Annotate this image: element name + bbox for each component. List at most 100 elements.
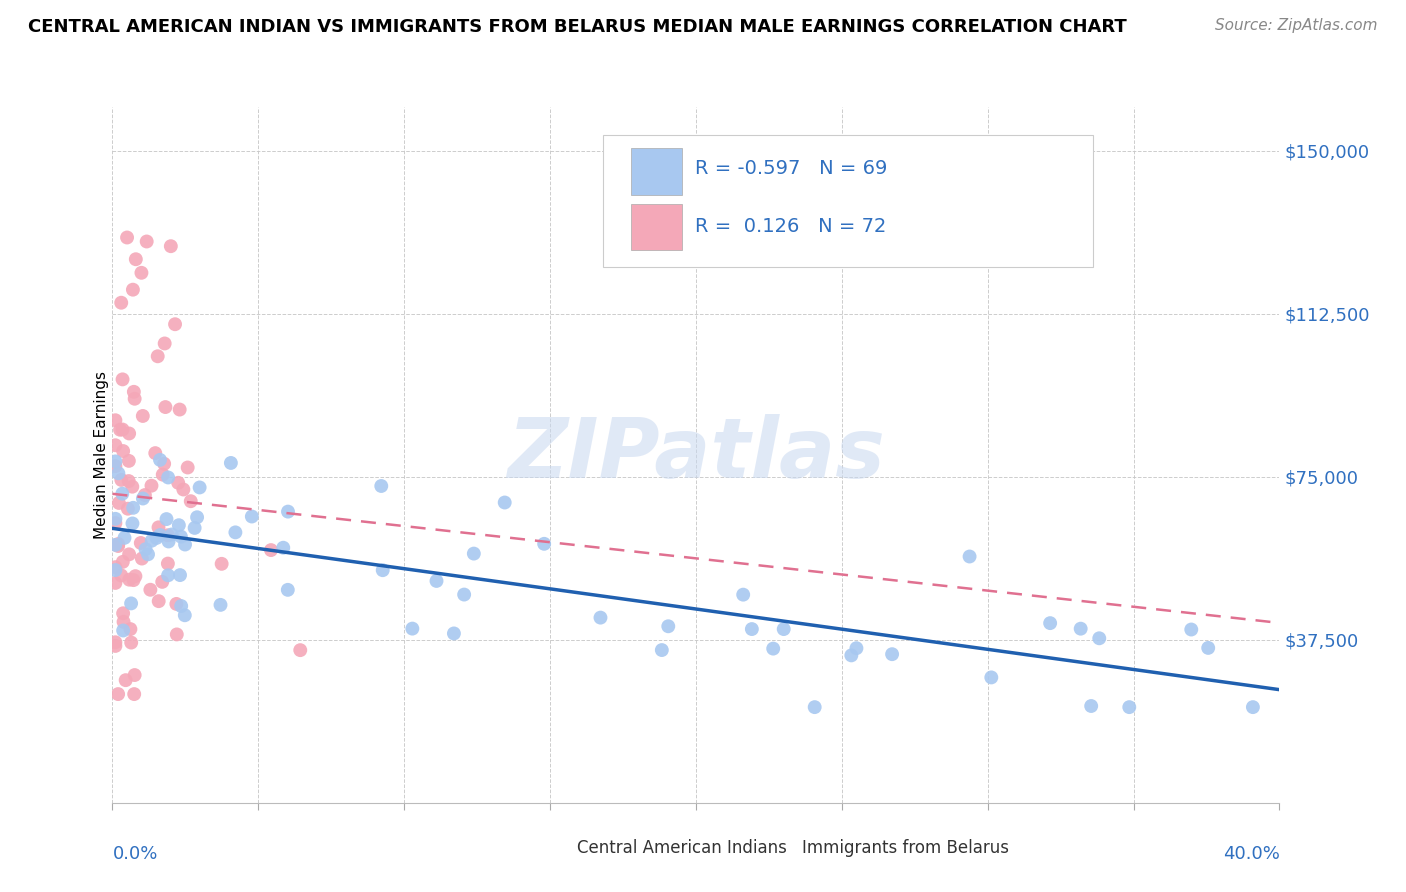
Point	[121, 516, 143, 531]
Text: 0.0%: 0.0%	[112, 845, 157, 863]
Point	[160, 239, 183, 253]
Point	[131, 266, 153, 280]
Point	[141, 478, 163, 492]
Point	[111, 372, 134, 386]
Point	[370, 479, 392, 493]
Point	[186, 510, 208, 524]
Point	[117, 501, 139, 516]
Point	[118, 454, 141, 468]
Point	[118, 547, 141, 561]
Point	[129, 536, 152, 550]
Point	[180, 494, 202, 508]
Point	[845, 641, 868, 656]
Point	[122, 500, 145, 515]
Point	[112, 615, 135, 629]
Point	[183, 521, 205, 535]
Point	[122, 573, 145, 587]
Point	[110, 568, 132, 582]
Point	[120, 635, 142, 649]
Text: ZIPatlas: ZIPatlas	[508, 415, 884, 495]
Point	[841, 648, 863, 663]
Point	[139, 582, 162, 597]
Point	[240, 509, 263, 524]
Point	[120, 622, 142, 636]
Point	[453, 588, 475, 602]
Point	[104, 639, 127, 653]
Point	[104, 635, 127, 649]
Point	[425, 574, 447, 588]
Point	[169, 402, 191, 417]
Point	[104, 538, 127, 552]
Point	[118, 573, 141, 587]
Point	[657, 619, 679, 633]
Point	[104, 576, 127, 591]
Point	[141, 533, 163, 548]
Point	[277, 505, 299, 519]
Point	[111, 486, 134, 500]
Point	[107, 539, 129, 553]
Point	[155, 400, 177, 414]
Point	[118, 474, 141, 488]
Point	[219, 456, 242, 470]
Point	[122, 283, 145, 297]
Point	[165, 597, 187, 611]
Point	[166, 627, 188, 641]
Point	[108, 423, 131, 437]
Point	[118, 426, 141, 441]
Point	[104, 512, 127, 526]
Point	[110, 473, 132, 487]
Point	[149, 453, 172, 467]
Point	[980, 670, 1002, 684]
FancyBboxPatch shape	[631, 148, 682, 194]
Text: Source: ZipAtlas.com: Source: ZipAtlas.com	[1215, 18, 1378, 33]
Point	[148, 520, 170, 534]
Point	[1241, 700, 1264, 714]
Text: 40.0%: 40.0%	[1223, 845, 1279, 863]
Point	[125, 252, 148, 267]
Point	[589, 610, 612, 624]
Point	[371, 563, 394, 577]
Point	[104, 516, 127, 530]
Point	[104, 438, 127, 452]
Point	[1039, 616, 1062, 631]
Point	[153, 336, 176, 351]
Point	[135, 235, 157, 249]
Point	[172, 483, 194, 497]
Point	[132, 409, 155, 423]
Point	[112, 444, 135, 458]
Point	[132, 491, 155, 506]
Point	[533, 537, 555, 551]
FancyBboxPatch shape	[603, 135, 1092, 267]
Point	[188, 480, 211, 494]
Point	[114, 531, 136, 545]
Point	[150, 574, 173, 589]
Point	[136, 547, 159, 561]
Point	[110, 295, 132, 310]
Point	[209, 598, 232, 612]
Point	[1070, 622, 1092, 636]
Point	[122, 384, 145, 399]
Point	[156, 528, 179, 542]
Point	[1180, 623, 1202, 637]
Point	[148, 594, 170, 608]
Point	[108, 496, 131, 510]
Point	[167, 518, 190, 533]
Point	[114, 673, 136, 688]
Point	[120, 596, 142, 610]
Point	[146, 349, 169, 363]
Point	[122, 687, 145, 701]
Point	[111, 555, 134, 569]
Point	[111, 422, 134, 436]
Point	[733, 588, 755, 602]
Text: Central American Indians: Central American Indians	[576, 839, 787, 857]
Point	[741, 622, 763, 636]
Point	[174, 537, 197, 551]
Point	[145, 531, 167, 545]
Point	[104, 413, 127, 427]
Point	[803, 700, 825, 714]
Point	[160, 527, 183, 541]
Point	[401, 622, 423, 636]
Point	[1118, 700, 1140, 714]
Point	[157, 534, 180, 549]
Point	[173, 608, 195, 623]
